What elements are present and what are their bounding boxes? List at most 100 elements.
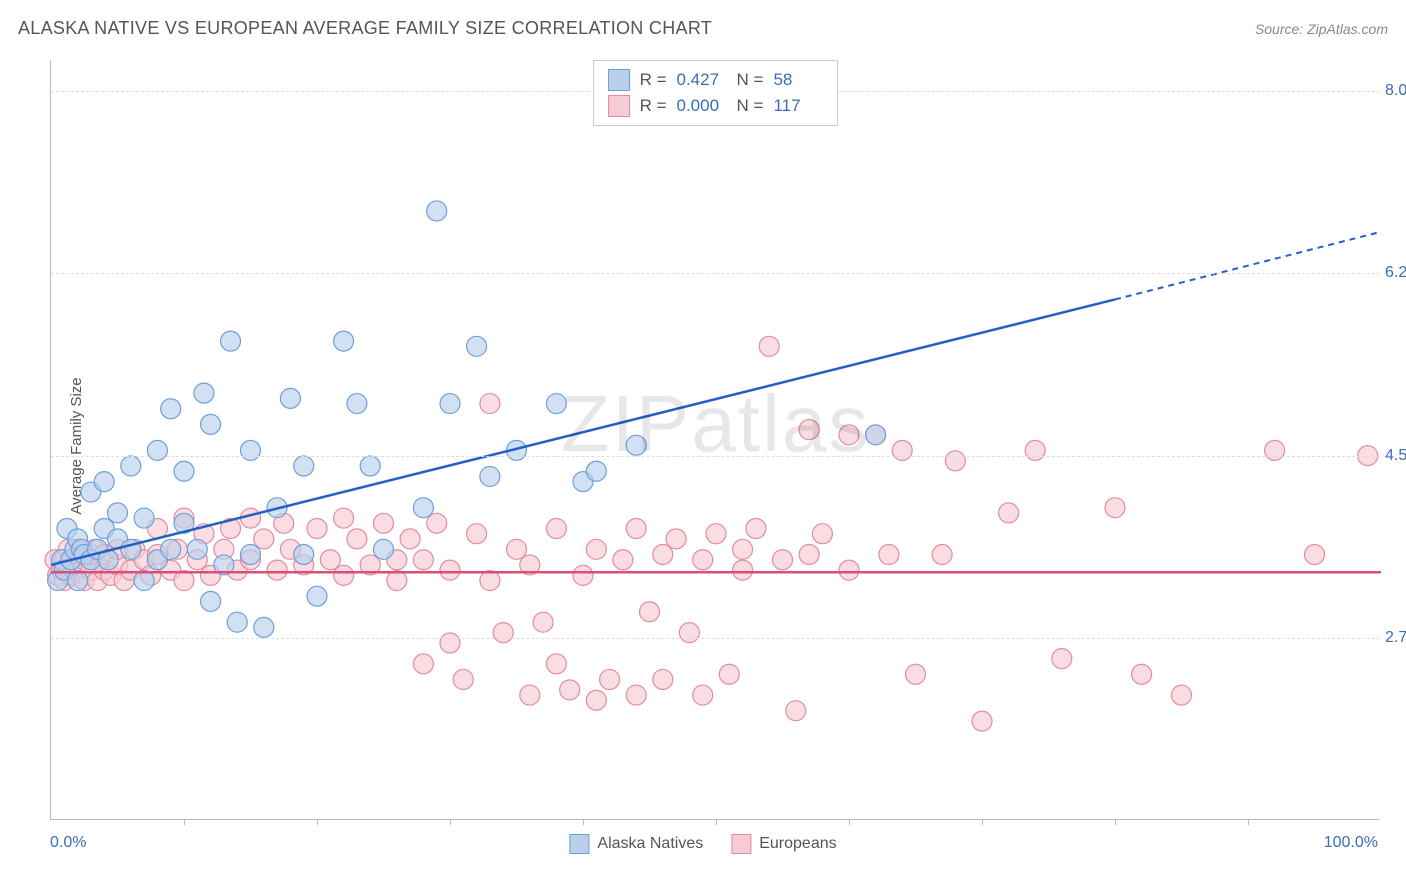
data-point	[453, 669, 473, 689]
data-point	[440, 560, 460, 580]
data-point	[653, 669, 673, 689]
data-point	[613, 550, 633, 570]
data-point	[733, 539, 753, 559]
data-point	[161, 539, 181, 559]
data-point	[786, 701, 806, 721]
gridline	[51, 273, 1380, 274]
r-value-alaska: 0.427	[677, 70, 727, 90]
data-point	[480, 571, 500, 591]
data-point	[1172, 685, 1192, 705]
xtick	[1248, 819, 1249, 825]
data-point	[221, 331, 241, 351]
legend-swatch-alaska	[569, 834, 589, 854]
r-label: R =	[640, 96, 667, 116]
data-point	[427, 201, 447, 221]
xtick	[450, 819, 451, 825]
chart-container: ALASKA NATIVE VS EUROPEAN AVERAGE FAMILY…	[0, 0, 1406, 892]
data-point	[174, 571, 194, 591]
data-point	[374, 539, 394, 559]
data-point	[467, 524, 487, 544]
legend-item-european: Europeans	[731, 834, 836, 854]
data-point	[187, 539, 207, 559]
bottom-legend: Alaska Natives Europeans	[569, 834, 836, 854]
data-point	[600, 669, 620, 689]
data-point	[294, 545, 314, 565]
data-point	[194, 383, 214, 403]
data-point	[759, 336, 779, 356]
data-point	[360, 456, 380, 476]
data-point	[334, 565, 354, 585]
data-point	[413, 550, 433, 570]
xtick	[317, 819, 318, 825]
data-point	[906, 664, 926, 684]
data-point	[507, 539, 527, 559]
data-point	[839, 560, 859, 580]
data-point	[666, 529, 686, 549]
swatch-european	[608, 95, 630, 117]
data-point	[640, 602, 660, 622]
data-point	[706, 524, 726, 544]
data-point	[520, 685, 540, 705]
legend-swatch-european	[731, 834, 751, 854]
data-point	[1025, 440, 1045, 460]
x-axis-min-label: 0.0%	[50, 834, 86, 852]
data-point	[1265, 440, 1285, 460]
data-point	[334, 508, 354, 528]
data-point	[307, 518, 327, 538]
chart-svg	[51, 60, 1380, 819]
data-point	[546, 394, 566, 414]
data-point	[892, 440, 912, 460]
ytick-label: 4.50	[1385, 447, 1406, 465]
data-point	[134, 571, 154, 591]
data-point	[733, 560, 753, 580]
data-point	[201, 591, 221, 611]
data-point	[693, 685, 713, 705]
data-point	[586, 461, 606, 481]
gridline	[51, 456, 1380, 457]
chart-title: ALASKA NATIVE VS EUROPEAN AVERAGE FAMILY…	[18, 18, 712, 39]
data-point	[546, 518, 566, 538]
trend-line-extrapolated	[1115, 232, 1381, 300]
data-point	[134, 508, 154, 528]
data-point	[573, 565, 593, 585]
xtick	[583, 819, 584, 825]
ytick-label: 2.75	[1385, 629, 1406, 647]
data-point	[653, 545, 673, 565]
data-point	[480, 394, 500, 414]
data-point	[626, 685, 646, 705]
data-point	[799, 545, 819, 565]
data-point	[307, 586, 327, 606]
data-point	[932, 545, 952, 565]
legend-label-alaska: Alaska Natives	[597, 835, 703, 853]
data-point	[94, 472, 114, 492]
title-bar: ALASKA NATIVE VS EUROPEAN AVERAGE FAMILY…	[18, 18, 1388, 39]
xtick	[716, 819, 717, 825]
data-point	[241, 545, 261, 565]
data-point	[147, 440, 167, 460]
data-point	[480, 466, 500, 486]
data-point	[427, 513, 447, 533]
xtick	[1115, 819, 1116, 825]
data-point	[746, 518, 766, 538]
n-label: N =	[737, 96, 764, 116]
data-point	[812, 524, 832, 544]
data-point	[945, 451, 965, 471]
stats-row-alaska: R = 0.427 N = 58	[608, 67, 824, 93]
data-point	[546, 654, 566, 674]
data-point	[1105, 498, 1125, 518]
data-point	[121, 456, 141, 476]
data-point	[626, 518, 646, 538]
data-point	[413, 498, 433, 518]
data-point	[161, 399, 181, 419]
data-point	[347, 394, 367, 414]
data-point	[108, 503, 128, 523]
data-point	[174, 461, 194, 481]
data-point	[347, 529, 367, 549]
data-point	[241, 440, 261, 460]
data-point	[1132, 664, 1152, 684]
xtick	[849, 819, 850, 825]
data-point	[773, 550, 793, 570]
n-value-european: 117	[773, 96, 823, 116]
data-point	[254, 529, 274, 549]
data-point	[68, 571, 88, 591]
